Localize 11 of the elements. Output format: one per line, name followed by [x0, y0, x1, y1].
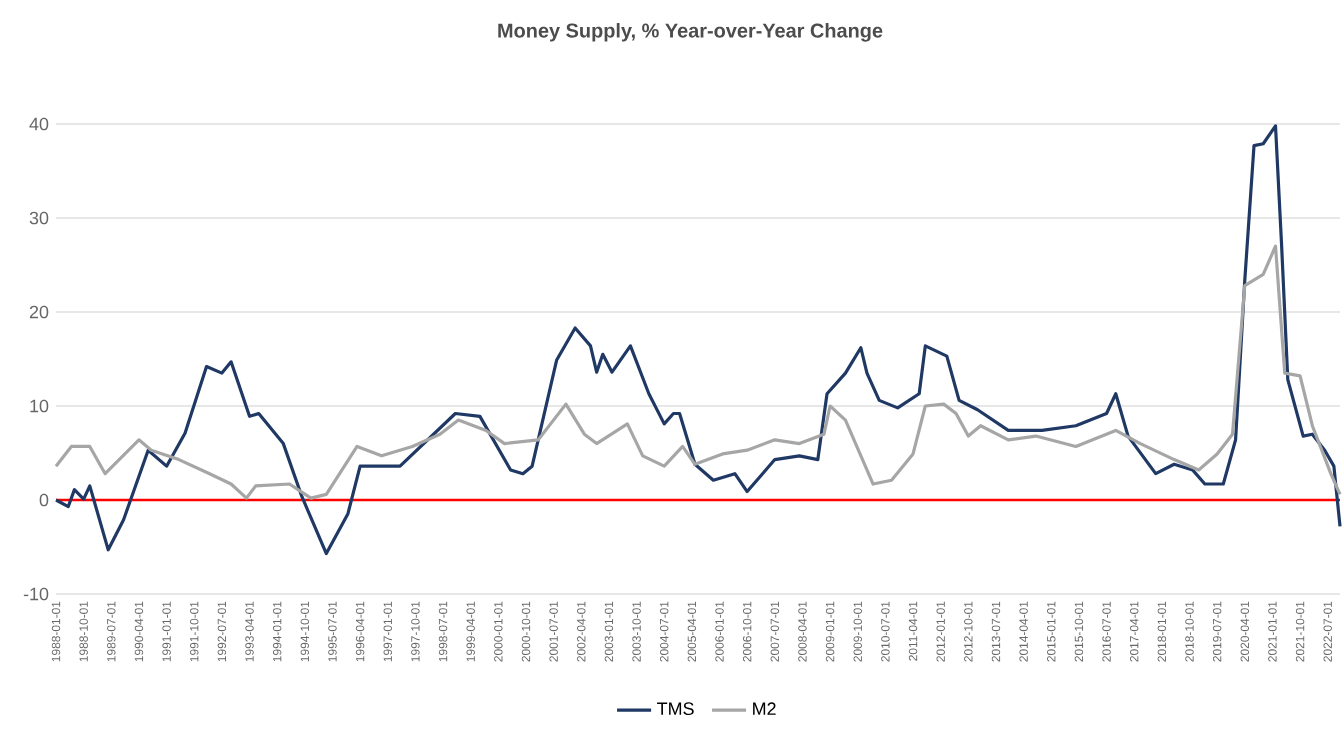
legend-label: TMS — [657, 702, 694, 716]
y-tick-label: 10 — [30, 399, 49, 413]
y-tick-label: 30 — [29, 211, 49, 225]
y-tick-label: -10 — [23, 587, 49, 601]
y-tick-label: 0 — [39, 493, 49, 507]
chart-title: Money Supply, % Year-over-Year Change — [498, 23, 883, 42]
line-series — [54, 244, 1342, 500]
y-tick-label: 40 — [29, 117, 49, 131]
legend-label: M2 — [753, 702, 776, 715]
line-series — [54, 124, 1342, 556]
y-tick-label: 20 — [29, 305, 49, 319]
